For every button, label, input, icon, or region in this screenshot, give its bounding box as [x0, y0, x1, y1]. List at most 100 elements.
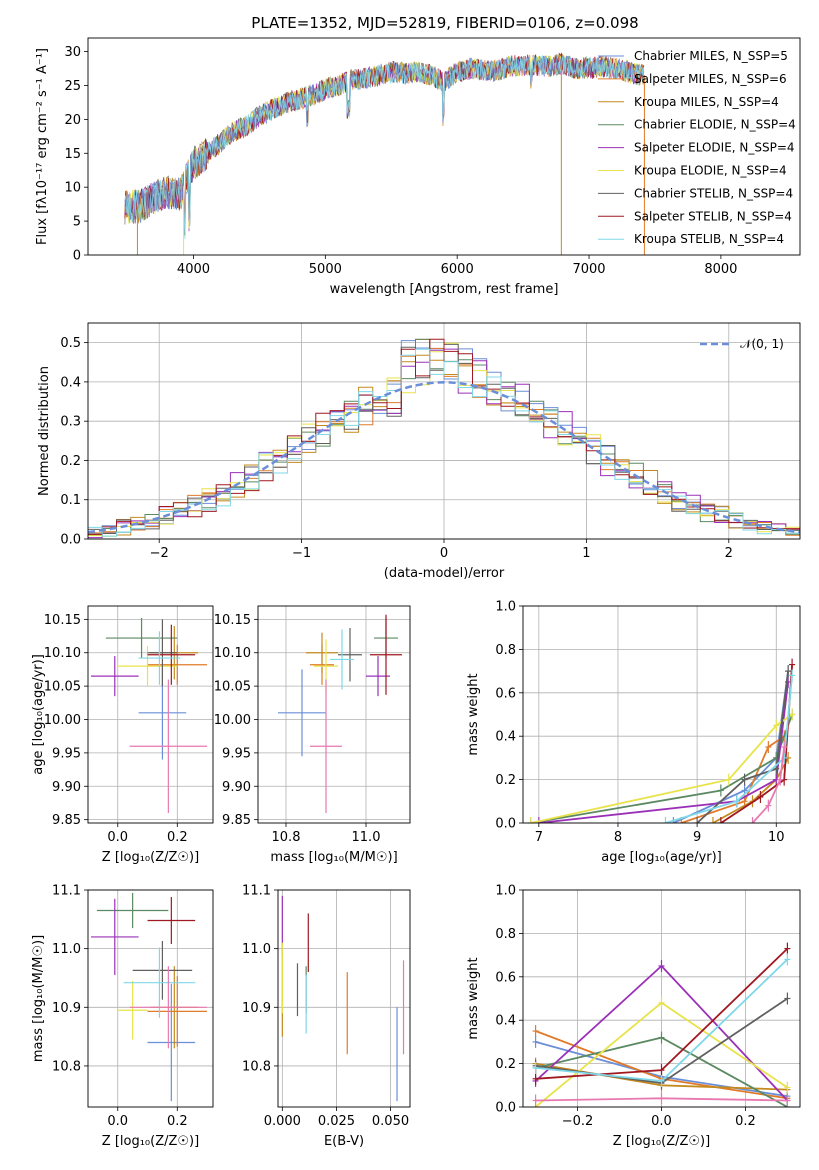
mass-weight-line — [530, 714, 793, 823]
y-tick-label: 0.6 — [495, 970, 516, 985]
y-tick-label: 9.95 — [52, 746, 81, 761]
x-tick-label: 11.0 — [352, 830, 381, 845]
y-tick-label: 10.9 — [242, 1001, 271, 1016]
x-axis-label: age [log₁₀(age/yr)] — [601, 850, 722, 865]
y-tick-label: 30 — [64, 45, 81, 60]
axes-frame — [257, 605, 411, 824]
y-tick-label: 1.0 — [495, 600, 516, 615]
x-tick-label: 0.000 — [264, 1114, 301, 1129]
legend-label: Chabrier ELODIE, N_SSP=4 — [634, 118, 796, 132]
mass-weight-line — [681, 735, 785, 823]
y-tick-label: 0.4 — [495, 730, 516, 745]
x-axis-label: E(B-V) — [324, 1134, 364, 1149]
x-tick-label: −2 — [150, 546, 169, 561]
axes-frame — [277, 889, 411, 1108]
y-tick-label: 10.8 — [52, 1059, 81, 1074]
legend-label: 𝒩(0, 1) — [740, 337, 784, 351]
normal-curve — [88, 381, 800, 534]
mass-weight-line — [538, 681, 789, 823]
y-tick-label: 10.05 — [214, 680, 251, 695]
x-tick-label: 4000 — [177, 262, 210, 277]
y-tick-label: 11.0 — [242, 942, 271, 957]
x-axis-label: Z [log₁₀(Z/Z☉)] — [102, 850, 199, 865]
spectrum-line — [124, 55, 645, 239]
axes-frame — [87, 322, 801, 540]
spectrum-line — [124, 54, 645, 235]
axes-mass_weight_vs_Z: −0.2 0.0 0.2 0.0 0.2 0.4 0.6 0.8 1.0 Z [log₁₀(Z/Z… — [466, 884, 800, 1149]
y-tick-label: 9.90 — [52, 780, 81, 795]
plot-area-mass_weight_vs_Z — [532, 942, 791, 1107]
y-axis-label: age [log₁₀(age/yr)] — [31, 654, 46, 775]
x-tick-label: 7 — [535, 830, 543, 845]
x-axis-label: mass [log₁₀(M/M☉)] — [270, 850, 397, 865]
x-tick-label: 0.2 — [167, 1114, 188, 1129]
plot-area-mass_vs_Z — [90, 892, 208, 1102]
axes-frame — [522, 605, 801, 824]
axes-frame — [87, 889, 214, 1108]
plot-area-residuals — [88, 338, 800, 539]
y-tick-label: 0.4 — [60, 375, 81, 390]
y-tick-label: 10.00 — [214, 713, 251, 728]
y-tick-label: 0.2 — [495, 773, 516, 788]
legend-label: Chabrier STELIB, N_SSP=4 — [634, 186, 793, 200]
plot-area-age_vs_Z — [90, 618, 208, 813]
y-tick-label: 11.0 — [52, 942, 81, 957]
y-tick-label: 10.10 — [44, 646, 81, 661]
y-tick-label: 0.1 — [60, 493, 81, 508]
x-tick-label: 0.050 — [372, 1114, 409, 1129]
x-axis-label: (data-model)/error — [384, 566, 505, 581]
x-tick-label: 10.8 — [272, 830, 301, 845]
legend-label: Kroupa ELODIE, N_SSP=4 — [634, 164, 787, 178]
histogram-series — [88, 348, 800, 537]
legend-label: Salpeter ELODIE, N_SSP=4 — [634, 141, 795, 155]
plot-area-spectrum — [124, 52, 645, 255]
x-tick-label: 5000 — [309, 262, 342, 277]
y-tick-label: 9.85 — [52, 813, 81, 828]
axes-age_vs_Z: 0.0 0.2 9.85 9.90 9.95 10.00 10.05 10.10 10.15 Z … — [31, 606, 213, 865]
y-tick-label: 0.2 — [60, 454, 81, 469]
y-tick-label: 0.8 — [495, 927, 516, 942]
y-tick-label: 0 — [73, 249, 81, 264]
chart-layer: 4000 5000 6000 7000 8000051015202530waveleng… — [31, 37, 801, 1149]
y-tick-label: 0.5 — [60, 336, 81, 351]
y-tick-label: 11.1 — [52, 884, 81, 899]
y-axis-label: mass [log₁₀(M/M☉)] — [31, 935, 46, 1062]
y-tick-label: 5 — [73, 215, 81, 230]
mass-weight-line — [751, 746, 786, 823]
axes-frame — [87, 37, 801, 256]
y-tick-label: 15 — [64, 147, 81, 162]
y-tick-label: 10 — [64, 181, 81, 196]
x-tick-label: 2 — [725, 546, 733, 561]
y-tick-label: 9.95 — [222, 746, 251, 761]
x-tick-label: 0.0 — [107, 1114, 128, 1129]
y-tick-label: 0.6 — [495, 686, 516, 701]
y-tick-label: 10.15 — [44, 613, 81, 628]
legend-label: Salpeter STELIB, N_SSP=4 — [634, 209, 792, 223]
y-tick-label: 0.3 — [60, 415, 81, 430]
y-tick-label: 0.0 — [495, 1101, 516, 1116]
x-tick-label: 0.2 — [735, 1114, 756, 1129]
x-tick-label: −1 — [292, 546, 311, 561]
x-tick-label: 6000 — [441, 262, 474, 277]
plot-area-mass_vs_EBV — [281, 895, 405, 1102]
legend-label: Kroupa STELIB, N_SSP=4 — [634, 232, 784, 246]
x-tick-label: 7000 — [572, 262, 605, 277]
y-tick-label: 0.0 — [60, 533, 81, 548]
legend-label: Salpeter MILES, N_SSP=6 — [634, 72, 787, 86]
x-tick-label: 0 — [440, 546, 448, 561]
axes-spectrum: 4000 5000 6000 7000 8000 0 5 10 15 20 25 30 waveleng… — [35, 45, 737, 297]
y-tick-label: 10.8 — [242, 1059, 271, 1074]
axes-mass_vs_Z: 0.0 0.2 10.8 10.9 11.0 11.1 Z [log₁₀(Z/Z☉)] mas… — [31, 884, 213, 1149]
x-tick-label: 10 — [768, 830, 785, 845]
y-axis-label: Flux [fλ10⁻¹⁷ erg cm⁻² s⁻¹ A⁻¹] — [35, 48, 50, 245]
y-tick-label: 11.1 — [242, 884, 271, 899]
x-tick-label: 1 — [582, 546, 590, 561]
y-tick-label: 10.05 — [44, 680, 81, 695]
x-tick-label: 0.2 — [167, 830, 188, 845]
x-tick-label: 9 — [693, 830, 701, 845]
y-tick-label: 10.10 — [214, 646, 251, 661]
x-axis-label: Z [log₁₀(Z/Z☉)] — [613, 1134, 710, 1149]
mass-weight-line — [530, 713, 793, 823]
mass-weight-line — [696, 670, 789, 823]
y-tick-label: 10.15 — [214, 613, 251, 628]
